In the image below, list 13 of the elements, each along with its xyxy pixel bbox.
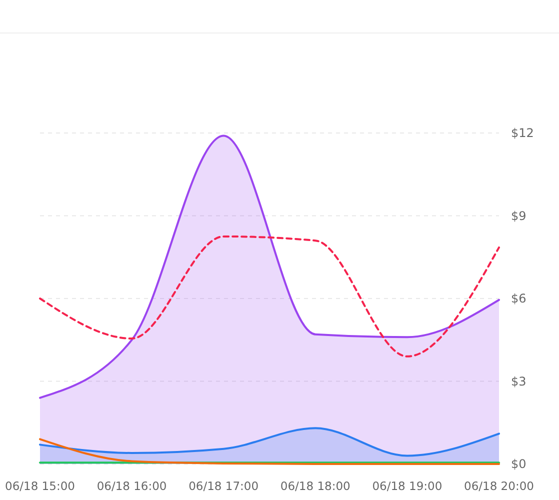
x-tick-label: 06/18 20:00 bbox=[464, 479, 534, 493]
line-series bbox=[39, 235, 500, 358]
x-tick-label: 06/18 18:00 bbox=[280, 479, 350, 493]
x-tick-label: 06/18 19:00 bbox=[372, 479, 442, 493]
x-tick-label: 06/18 15:00 bbox=[5, 479, 75, 493]
y-tick-label: $6 bbox=[511, 292, 526, 306]
y-tick-label: $12 bbox=[511, 126, 534, 140]
x-tick-label: 06/18 17:00 bbox=[188, 479, 259, 493]
y-tick-label: $3 bbox=[511, 374, 526, 388]
line-series bbox=[39, 438, 500, 465]
y-tick-label: $0 bbox=[511, 457, 526, 472]
x-tick-label: 06/18 16:00 bbox=[96, 479, 167, 493]
y-tick-label: $9 bbox=[511, 208, 526, 223]
